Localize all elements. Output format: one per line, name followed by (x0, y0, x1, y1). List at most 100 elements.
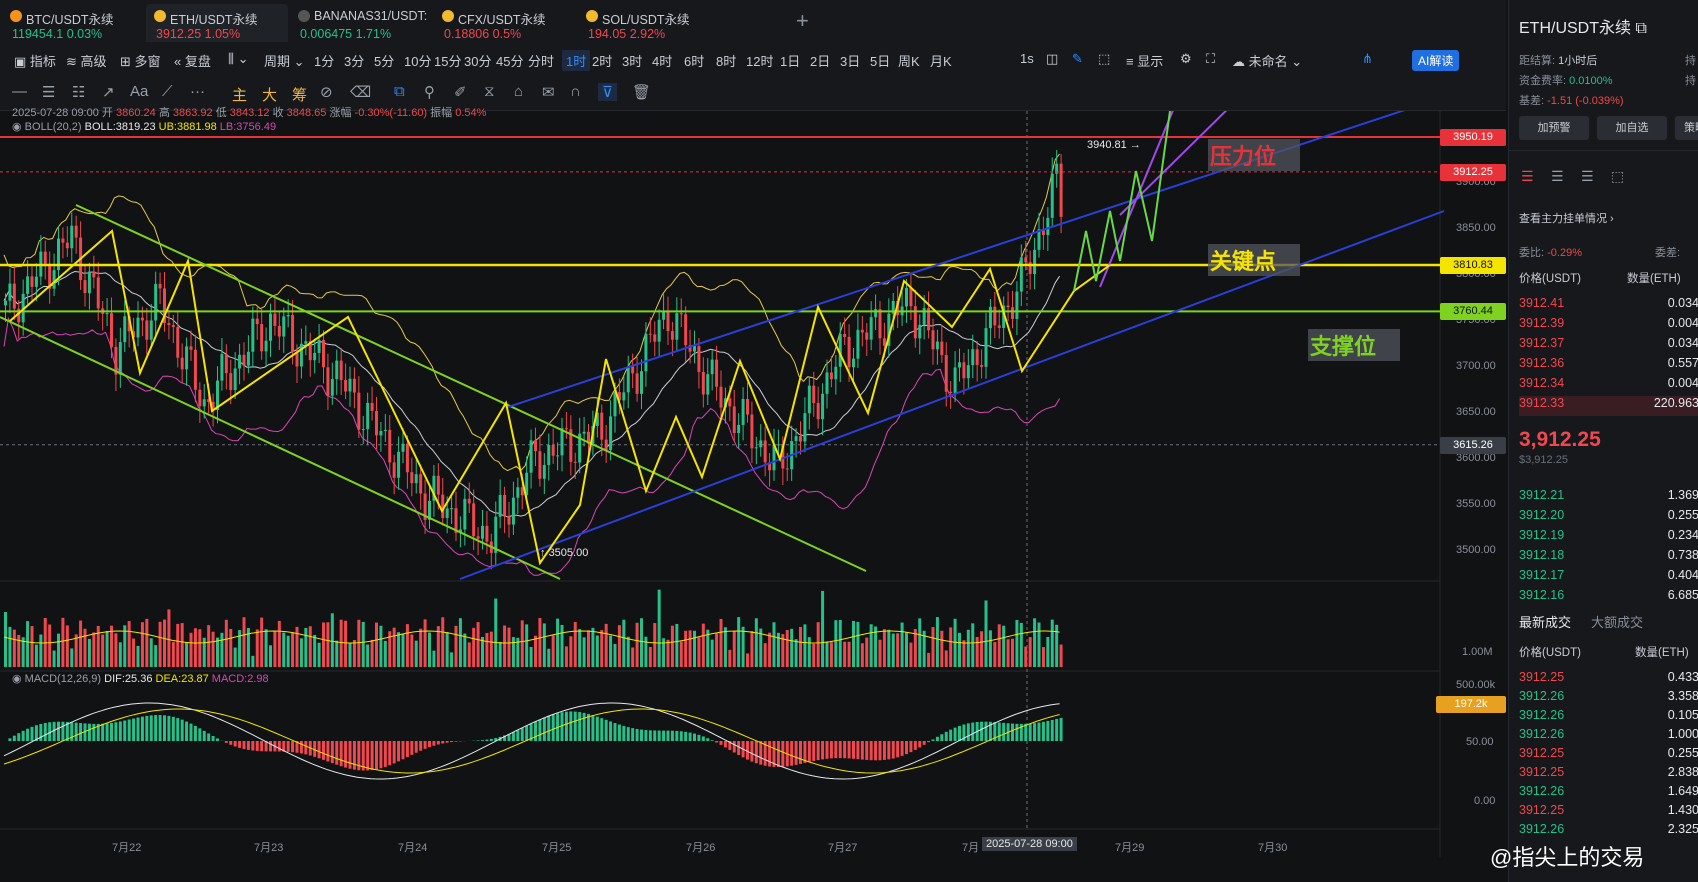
bid-row[interactable]: 3912.18 0.738 (1519, 548, 1698, 568)
magnet-icon[interactable]: ∩ (570, 83, 581, 100)
tab-bananas[interactable]: BANANAS31/USDT: 0.006475 1.71% (290, 4, 432, 42)
share-icon[interactable]: ⋔ (1362, 51, 1373, 66)
latest-trades-tab[interactable]: 最新成交 (1519, 615, 1572, 630)
bid-row[interactable]: 3912.21 1.369 (1519, 488, 1698, 508)
pencil-icon[interactable]: ✎ (1072, 51, 1083, 66)
lock-icon[interactable]: ⌂ (514, 83, 524, 100)
horizontal-line-icon[interactable]: — (12, 83, 27, 100)
settings-icon[interactable]: ⚙ (1180, 51, 1192, 66)
interval-11[interactable]: 4时 (652, 54, 673, 69)
ask-row[interactable]: 3912.39 0.004 (1519, 316, 1698, 336)
trash-icon[interactable]: 🗑 (632, 84, 652, 101)
interval-7[interactable]: 分时 (528, 54, 555, 69)
expand-icon[interactable]: ⬚ (1611, 168, 1625, 184)
bid-row[interactable]: 3912.16 6.685 (1519, 588, 1698, 608)
period-dropdown[interactable]: 周期 ⌄ (264, 54, 305, 69)
measure-icon[interactable]: ⧖ (484, 83, 495, 100)
interval-5[interactable]: 30分 (464, 54, 492, 69)
bid-row[interactable]: 3912.17 0.404 (1519, 568, 1698, 588)
macd-histogram (87, 723, 91, 741)
bid-row[interactable]: 3912.20 0.255 (1519, 508, 1698, 528)
trendline-icon[interactable]: ↗ (102, 84, 115, 101)
eye-icon[interactable]: ◉ (12, 673, 22, 685)
main-force-toggle[interactable]: 主 (232, 87, 248, 104)
interval-3[interactable]: 10分 (404, 54, 432, 69)
interval-14[interactable]: 12时 (746, 54, 774, 69)
ai-interpret-button[interactable]: AI解读 (1412, 50, 1460, 71)
ask-row[interactable]: 3912.34 0.004 (1519, 376, 1698, 396)
replay-button[interactable]: « 复盘 (174, 54, 211, 69)
tab-cfx[interactable]: CFX/USDT永续 0.18806 0.5% (434, 4, 576, 42)
tab-btc[interactable]: BTC/USDT永续 119454.1 0.03% (2, 4, 142, 42)
interval-8[interactable]: 1时 (562, 50, 591, 71)
chart-canvas[interactable] (0, 111, 1506, 857)
big-order-toggle[interactable]: 大 (262, 87, 278, 104)
fullscreen-icon[interactable]: ⛶ (1206, 51, 1216, 66)
ask-row[interactable]: 3912.37 0.034 (1519, 336, 1698, 356)
candle-body (719, 386, 723, 408)
interval-1[interactable]: 3分 (344, 54, 365, 69)
brush-icon[interactable]: ✐ (454, 84, 467, 101)
layout-dropdown[interactable]: ☁ 未命名 ⌄ (1232, 54, 1303, 69)
link-icon[interactable]: ⚲ (424, 84, 435, 101)
add-favorite-button[interactable]: 加自选 (1597, 116, 1667, 140)
ask-row[interactable]: 3912.41 0.034 (1519, 296, 1698, 316)
whale-orders-link[interactable]: 查看主力挂单情况 › (1519, 213, 1614, 225)
interval-10[interactable]: 3时 (622, 54, 643, 69)
ray-icon[interactable]: ⟋ (162, 83, 173, 100)
indicators-button[interactable]: ▣ 指标 (14, 54, 56, 69)
copy-icon[interactable]: ⧉ (1635, 20, 1647, 37)
ask-row[interactable]: 3912.33 220.963 (1519, 396, 1698, 416)
eye-icon[interactable]: ◉ (12, 121, 22, 133)
interval-18[interactable]: 5日 (870, 54, 891, 69)
chart-type-icon[interactable]: ⫼ ⌄ (228, 51, 249, 66)
volume-bar (1015, 619, 1019, 667)
camera-icon[interactable]: ◫ (1046, 51, 1059, 66)
parallel-lines-icon[interactable]: ☰ (42, 84, 56, 101)
orderbook-both-icon[interactable]: ☰ (1521, 168, 1534, 184)
expand-icon[interactable]: ⬚ (1098, 51, 1111, 66)
chips-toggle[interactable]: 筹 (292, 87, 308, 104)
kline-chart[interactable]: 2025-07-28 09:00 开 3860.24 高 3863.92 低 3… (0, 107, 1506, 857)
interval-19[interactable]: 周K (898, 54, 920, 69)
orderbook-bids-icon[interactable]: ☰ (1551, 168, 1564, 184)
ask-row[interactable]: 3912.36 0.557 (1519, 356, 1698, 376)
macd-histogram (158, 715, 162, 741)
refresh-1s[interactable]: 1s (1020, 51, 1034, 66)
macd-histogram (719, 741, 723, 745)
orderbook-asks-icon[interactable]: ☰ (1581, 168, 1594, 184)
big-trades-tab[interactable]: 大额成交 (1591, 615, 1644, 630)
interval-9[interactable]: 2时 (592, 54, 613, 69)
macd-histogram (865, 741, 869, 760)
filter-icon[interactable]: ⊽ (598, 83, 617, 101)
add-tab-icon[interactable]: + (796, 8, 809, 33)
macd-histogram (352, 741, 356, 770)
interval-0[interactable]: 1分 (314, 54, 335, 69)
eraser-icon[interactable]: ⌫ (350, 84, 372, 101)
more-tools-icon[interactable]: ··· (190, 83, 205, 100)
multi-window-button[interactable]: ⊞ 多窗 (120, 54, 161, 69)
note-icon[interactable]: ✉ (542, 84, 555, 101)
bid-row[interactable]: 3912.19 0.234 (1519, 528, 1698, 548)
interval-6[interactable]: 45分 (496, 54, 524, 69)
interval-12[interactable]: 6时 (684, 54, 705, 69)
copy-icon[interactable]: ⧉ (394, 83, 405, 100)
calc-icon[interactable]: ⊘ (320, 84, 333, 101)
text-tool-icon[interactable]: Aa (130, 83, 149, 100)
strategy-button[interactable]: 策略 (1675, 116, 1698, 140)
interval-15[interactable]: 1日 (780, 54, 801, 69)
interval-17[interactable]: 3日 (840, 54, 861, 69)
volume-bar (962, 640, 966, 667)
display-button[interactable]: ≡ 显示 (1126, 54, 1164, 69)
advanced-button[interactable]: ≋ 高级 (66, 54, 107, 69)
interval-13[interactable]: 8时 (716, 54, 737, 69)
interval-20[interactable]: 月K (930, 54, 952, 69)
interval-4[interactable]: 15分 (434, 54, 462, 69)
volume-bar (538, 618, 542, 667)
add-alert-button[interactable]: 加预警 (1519, 116, 1589, 140)
tab-sol[interactable]: SOL/USDT永续 194.05 2.92% (578, 4, 738, 42)
tab-eth[interactable]: ETH/USDT永续 3912.25 1.05% (146, 4, 288, 42)
fib-icon[interactable]: ☷ (72, 84, 86, 101)
interval-16[interactable]: 2日 (810, 54, 831, 69)
interval-2[interactable]: 5分 (374, 54, 395, 69)
